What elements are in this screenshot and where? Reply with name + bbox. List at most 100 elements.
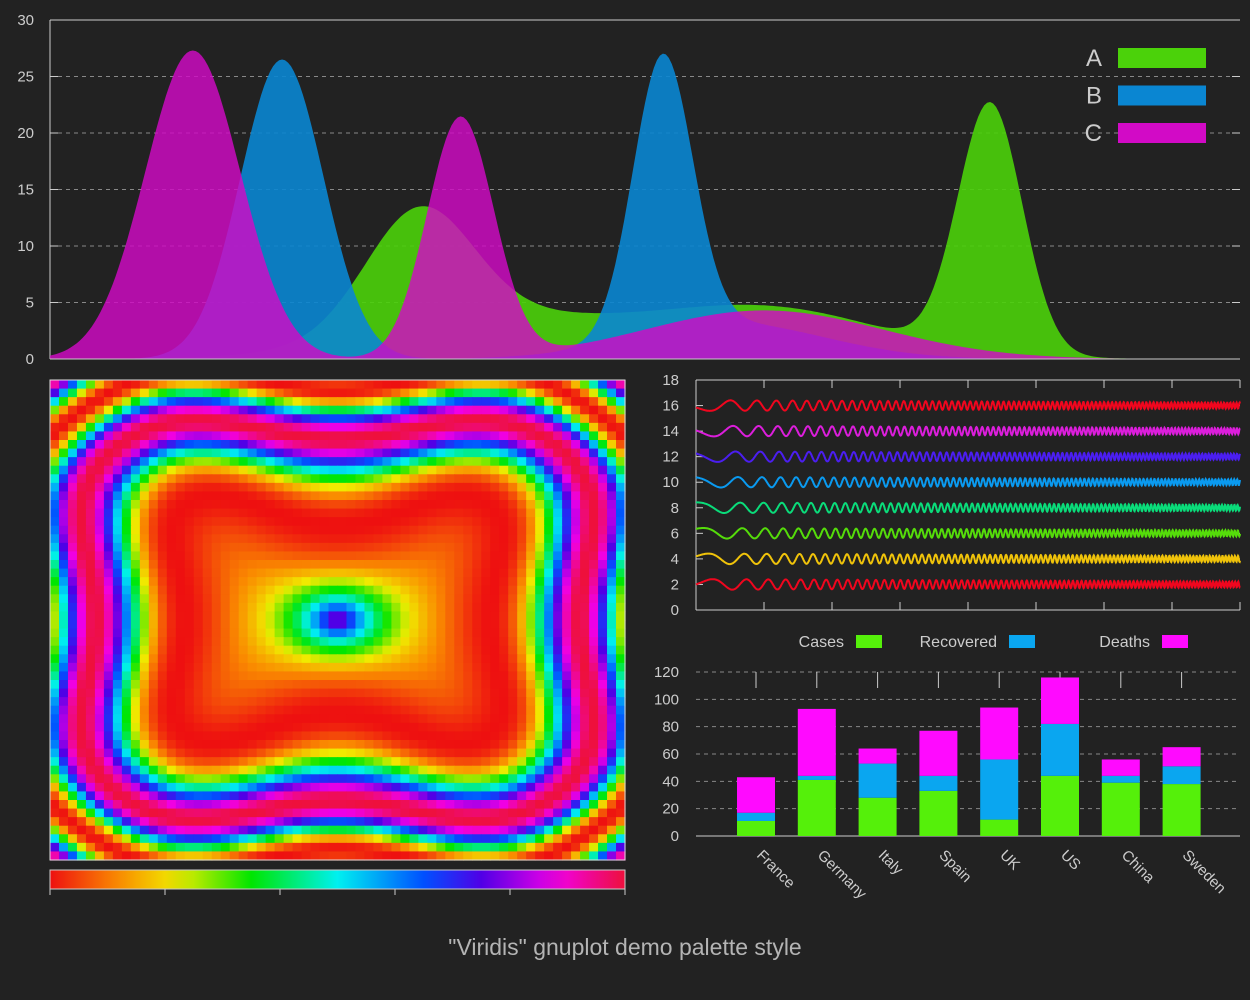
heatmap-cell — [454, 731, 464, 741]
heatmap-cell — [571, 431, 581, 441]
heatmap-cell — [346, 722, 357, 733]
heatmap-cell — [580, 508, 590, 518]
heatmap-cell — [175, 568, 186, 578]
heatmap-cell — [328, 448, 339, 458]
heatmap-cell — [265, 817, 276, 827]
heatmap-cell — [328, 637, 339, 647]
heatmap-cell — [526, 714, 536, 724]
heatmap-cell — [616, 517, 626, 527]
heatmap-cell — [409, 697, 419, 707]
heatmap-cell — [274, 534, 285, 544]
heatmap-cell — [58, 748, 69, 758]
heatmap-cell — [229, 774, 240, 784]
heatmap-cell — [598, 714, 608, 724]
heatmap-cell — [490, 697, 500, 707]
heatmap-cell — [346, 534, 357, 544]
heatmap-cell — [220, 585, 231, 595]
heatmap-cell — [436, 491, 446, 501]
heatmap-cell — [58, 602, 69, 613]
heatmap-cell — [130, 722, 141, 733]
heatmap-cell — [436, 525, 446, 535]
heatmap-cell — [355, 662, 366, 673]
heatmap-cell — [508, 680, 518, 690]
heatmap-cell — [427, 534, 437, 544]
heatmap-cell — [544, 500, 554, 510]
heatmap-cell — [481, 654, 491, 664]
heatmap-cell — [535, 637, 545, 647]
heatmap-cell — [562, 688, 572, 698]
heatmap-cell — [121, 397, 132, 407]
heatmap-cell — [499, 774, 509, 784]
heatmap-cell — [328, 560, 339, 570]
heatmap-cell — [490, 671, 500, 681]
heatmap-cell — [598, 560, 608, 570]
heatmap-cell — [301, 388, 312, 398]
heatmap-cell — [166, 414, 177, 424]
heatmap-cell — [121, 474, 132, 484]
heatmap-cell — [346, 765, 357, 775]
heatmap-cell — [220, 620, 231, 630]
heatmap-cell — [166, 380, 177, 390]
heatmap-cell — [50, 697, 60, 707]
heatmap-cell — [436, 825, 446, 835]
heatmap-cell — [58, 500, 69, 510]
heatmap-cell — [535, 517, 545, 527]
heatmap-cell — [184, 808, 195, 818]
heatmap-cell — [607, 611, 617, 621]
heatmap-cell — [121, 842, 132, 853]
heatmap-cell — [256, 722, 267, 733]
heatmap-cell — [526, 782, 536, 793]
heatmap-cell — [499, 440, 509, 450]
heatmap-cell — [517, 757, 527, 767]
heatmap-cell — [364, 508, 375, 518]
heatmap-cell — [337, 542, 348, 553]
heatmap-cell — [382, 688, 392, 698]
heatmap-cell — [274, 645, 285, 655]
heatmap-cell — [193, 722, 204, 733]
heatmap-cell — [589, 620, 599, 630]
heatmap-cell — [400, 851, 410, 861]
heatmap-cell — [94, 517, 105, 527]
heatmap-cell — [562, 825, 572, 835]
heatmap-cell — [112, 842, 123, 853]
heatmap-cell — [67, 440, 78, 450]
heatmap-cell — [337, 808, 348, 818]
heatmap-cell — [85, 834, 96, 844]
heatmap-cell — [346, 482, 357, 493]
heatmap-cell — [535, 662, 545, 673]
heatmap-cell — [130, 654, 141, 664]
heatmap-cell — [193, 397, 204, 407]
heatmap-cell — [76, 388, 87, 398]
heatmap-cell — [157, 440, 168, 450]
heatmap-cell — [247, 517, 258, 527]
heatmap-cell — [616, 457, 626, 467]
heatmap-cell — [148, 431, 159, 441]
heatmap-cell — [418, 491, 428, 501]
heatmap-cell — [589, 645, 599, 655]
heatmap-cell — [193, 431, 204, 441]
heatmap-cell — [463, 585, 473, 595]
heatmap-cell — [184, 585, 195, 595]
heatmap-cell — [283, 817, 294, 827]
heatmap-cell — [535, 628, 545, 638]
heatmap-cell — [166, 680, 177, 690]
heatmap-cell — [607, 620, 617, 630]
heatmap-cell — [499, 534, 509, 544]
heatmap-cell — [562, 662, 572, 673]
heatmap-cell — [283, 465, 294, 475]
bar-recovered-france — [737, 812, 775, 821]
heatmap-cell — [148, 551, 159, 561]
heatmap-cell — [355, 637, 366, 647]
heatmap-cell — [184, 800, 195, 810]
heatmap-cell — [265, 620, 276, 630]
heatmap-cell — [193, 405, 204, 415]
heatmap-cell — [139, 397, 150, 407]
heatmap-cell — [58, 465, 69, 475]
heatmap-cell — [202, 474, 213, 484]
heatmap-cell — [112, 534, 123, 544]
heatmap-cell — [319, 705, 330, 715]
heatmap-cell — [85, 654, 96, 664]
heatmap-cell — [580, 457, 590, 467]
heatmap-cell — [607, 697, 617, 707]
heatmap-cell — [166, 851, 177, 861]
